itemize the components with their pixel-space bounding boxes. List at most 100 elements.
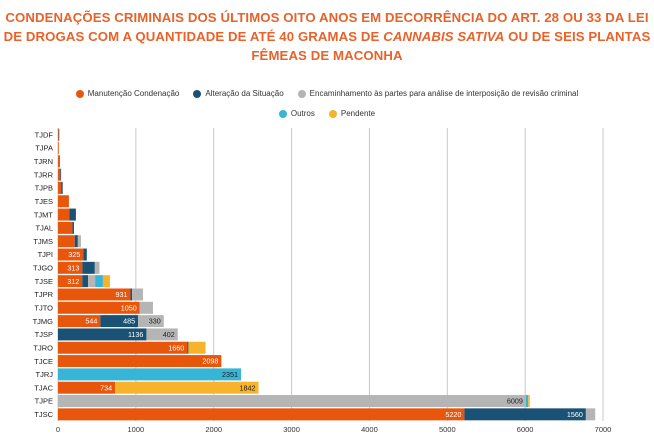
bar-segment: [58, 128, 60, 141]
bar-segment: [58, 155, 60, 168]
bar-segment: [58, 315, 101, 328]
bar-segment: [69, 208, 76, 221]
x-tick-label: 2000: [205, 425, 222, 434]
bar-segment: [88, 275, 96, 288]
bar-segment: [525, 395, 529, 408]
bar-segment: [58, 141, 59, 154]
bar-segment: [130, 288, 133, 301]
y-tick-label: TJTO: [34, 303, 53, 312]
bar-segment: [139, 301, 153, 314]
legend-swatch-manutencao: [75, 89, 84, 98]
y-tick-label: TJPA: [35, 144, 53, 153]
bar-segment: [58, 155, 59, 168]
y-tick-label: TJRR: [34, 170, 54, 179]
legend-swatch-encaminhamento: [297, 89, 306, 98]
bar-segment: [58, 261, 83, 274]
legend-label-manutencao: Manutenção Condenação: [87, 89, 180, 98]
bar-segment: [58, 341, 188, 354]
bar-segment: [132, 288, 143, 301]
bar-segment: [58, 195, 69, 208]
y-tick-label: TJCE: [34, 357, 53, 366]
legend-label-pendente: Pendente: [340, 109, 376, 118]
x-tick-label: 0: [56, 425, 60, 434]
bar-segment: [528, 395, 530, 408]
legend-label-outros: Outros: [290, 109, 315, 118]
bar-segment: [58, 275, 83, 288]
bar-segment: [58, 355, 222, 368]
y-tick-label: TJSC: [34, 410, 53, 419]
legend-swatch-alteracao: [193, 89, 202, 98]
legend-item-pendente[interactable]: Pendente: [328, 109, 376, 118]
data-label: 325: [68, 250, 80, 259]
bar-segment: [61, 181, 63, 194]
y-tick-label: TJDF: [35, 130, 54, 139]
bar-segment: [77, 235, 81, 248]
bar-segment: [83, 248, 87, 261]
bar-segment: [72, 221, 74, 234]
title-line-1: CONDENAÇÕES CRIMINAIS DOS ÚLTIMOS OITO A…: [5, 10, 649, 25]
bar-segment: [82, 261, 95, 274]
legend-row-2: Outros Pendente: [0, 109, 654, 118]
legend-label-alteracao: Alteração da Situação: [205, 89, 284, 98]
bar-segment: [58, 235, 75, 248]
bar-segment: [58, 168, 61, 181]
y-tick-label: TJMS: [33, 237, 53, 246]
y-tick-label: TJES: [35, 197, 53, 206]
data-label: 313: [67, 263, 79, 272]
data-label: 1050: [121, 303, 137, 312]
y-tick-label: TJPB: [35, 184, 53, 193]
x-tick-label: 1000: [128, 425, 145, 434]
y-tick-label: TJSE: [35, 277, 53, 286]
bar-segment: [58, 328, 147, 341]
bar-segment: [94, 261, 100, 274]
title-line-2-end: OU DE SEIS PLANTAS: [504, 29, 651, 44]
data-label: 1560: [567, 410, 583, 419]
data-label: 1136: [128, 330, 143, 339]
data-label: 931: [115, 290, 127, 299]
legend-swatch-outros: [278, 109, 287, 118]
bar-segment: [58, 301, 140, 314]
x-tick-label: 3000: [283, 425, 300, 434]
bar-segment: [58, 181, 62, 194]
bar-segment: [464, 408, 586, 421]
legend-item-outros[interactable]: Outros: [278, 109, 315, 118]
legend-item-alteracao[interactable]: Alteração da Situação: [193, 89, 284, 98]
y-tick-label: TJRO: [33, 343, 53, 352]
y-tick-label: TJRJ: [36, 370, 54, 379]
bar-segment: [115, 381, 259, 394]
x-tick-label: 6000: [517, 425, 534, 434]
bar-segment: [585, 408, 596, 421]
legend-item-manutencao[interactable]: Manutenção Condenação: [75, 89, 180, 98]
legend-row-1: Manutenção Condenação Alteração da Situa…: [0, 89, 654, 98]
title-line-2: DE DROGAS COM A QUANTIDADE DE ATÉ 40 GRA…: [0, 27, 654, 46]
y-tick-label: TJSP: [35, 330, 53, 339]
legend-item-encaminhamento[interactable]: Encaminhamento às partes para análise de…: [297, 89, 579, 98]
data-label: 1842: [240, 383, 256, 392]
title-line-2-italic: CANNABIS SATIVA: [383, 29, 505, 44]
bar-segment: [138, 315, 164, 328]
bar-segment: [60, 168, 62, 181]
y-tick-label: TJPR: [34, 290, 53, 299]
y-tick-label: TJGO: [33, 264, 53, 273]
data-label: 6009: [507, 397, 523, 406]
legend-label-encaminhamento: Encaminhamento às partes para análise de…: [309, 89, 579, 98]
bar-segment: [58, 381, 116, 394]
y-tick-label: TJAC: [34, 383, 53, 392]
bar-segment: [102, 275, 110, 288]
bar-segment: [95, 275, 103, 288]
bar-segment: [58, 288, 131, 301]
chart-title: CONDENAÇÕES CRIMINAIS DOS ÚLTIMOS OITO A…: [0, 8, 654, 65]
bar-segment: [188, 341, 206, 354]
bar-segment: [58, 408, 465, 421]
x-tick-label: 7000: [595, 425, 612, 434]
bar-segment: [146, 328, 178, 341]
data-label: 485: [123, 317, 135, 326]
data-label: 402: [163, 330, 175, 339]
bar-segment: [58, 221, 73, 234]
data-label: 312: [67, 277, 79, 286]
y-tick-label: TJMT: [34, 210, 54, 219]
data-label: 734: [100, 383, 112, 392]
data-label: 330: [149, 317, 161, 326]
title-line-3: FÊMEAS DE MACONHA: [251, 48, 403, 63]
